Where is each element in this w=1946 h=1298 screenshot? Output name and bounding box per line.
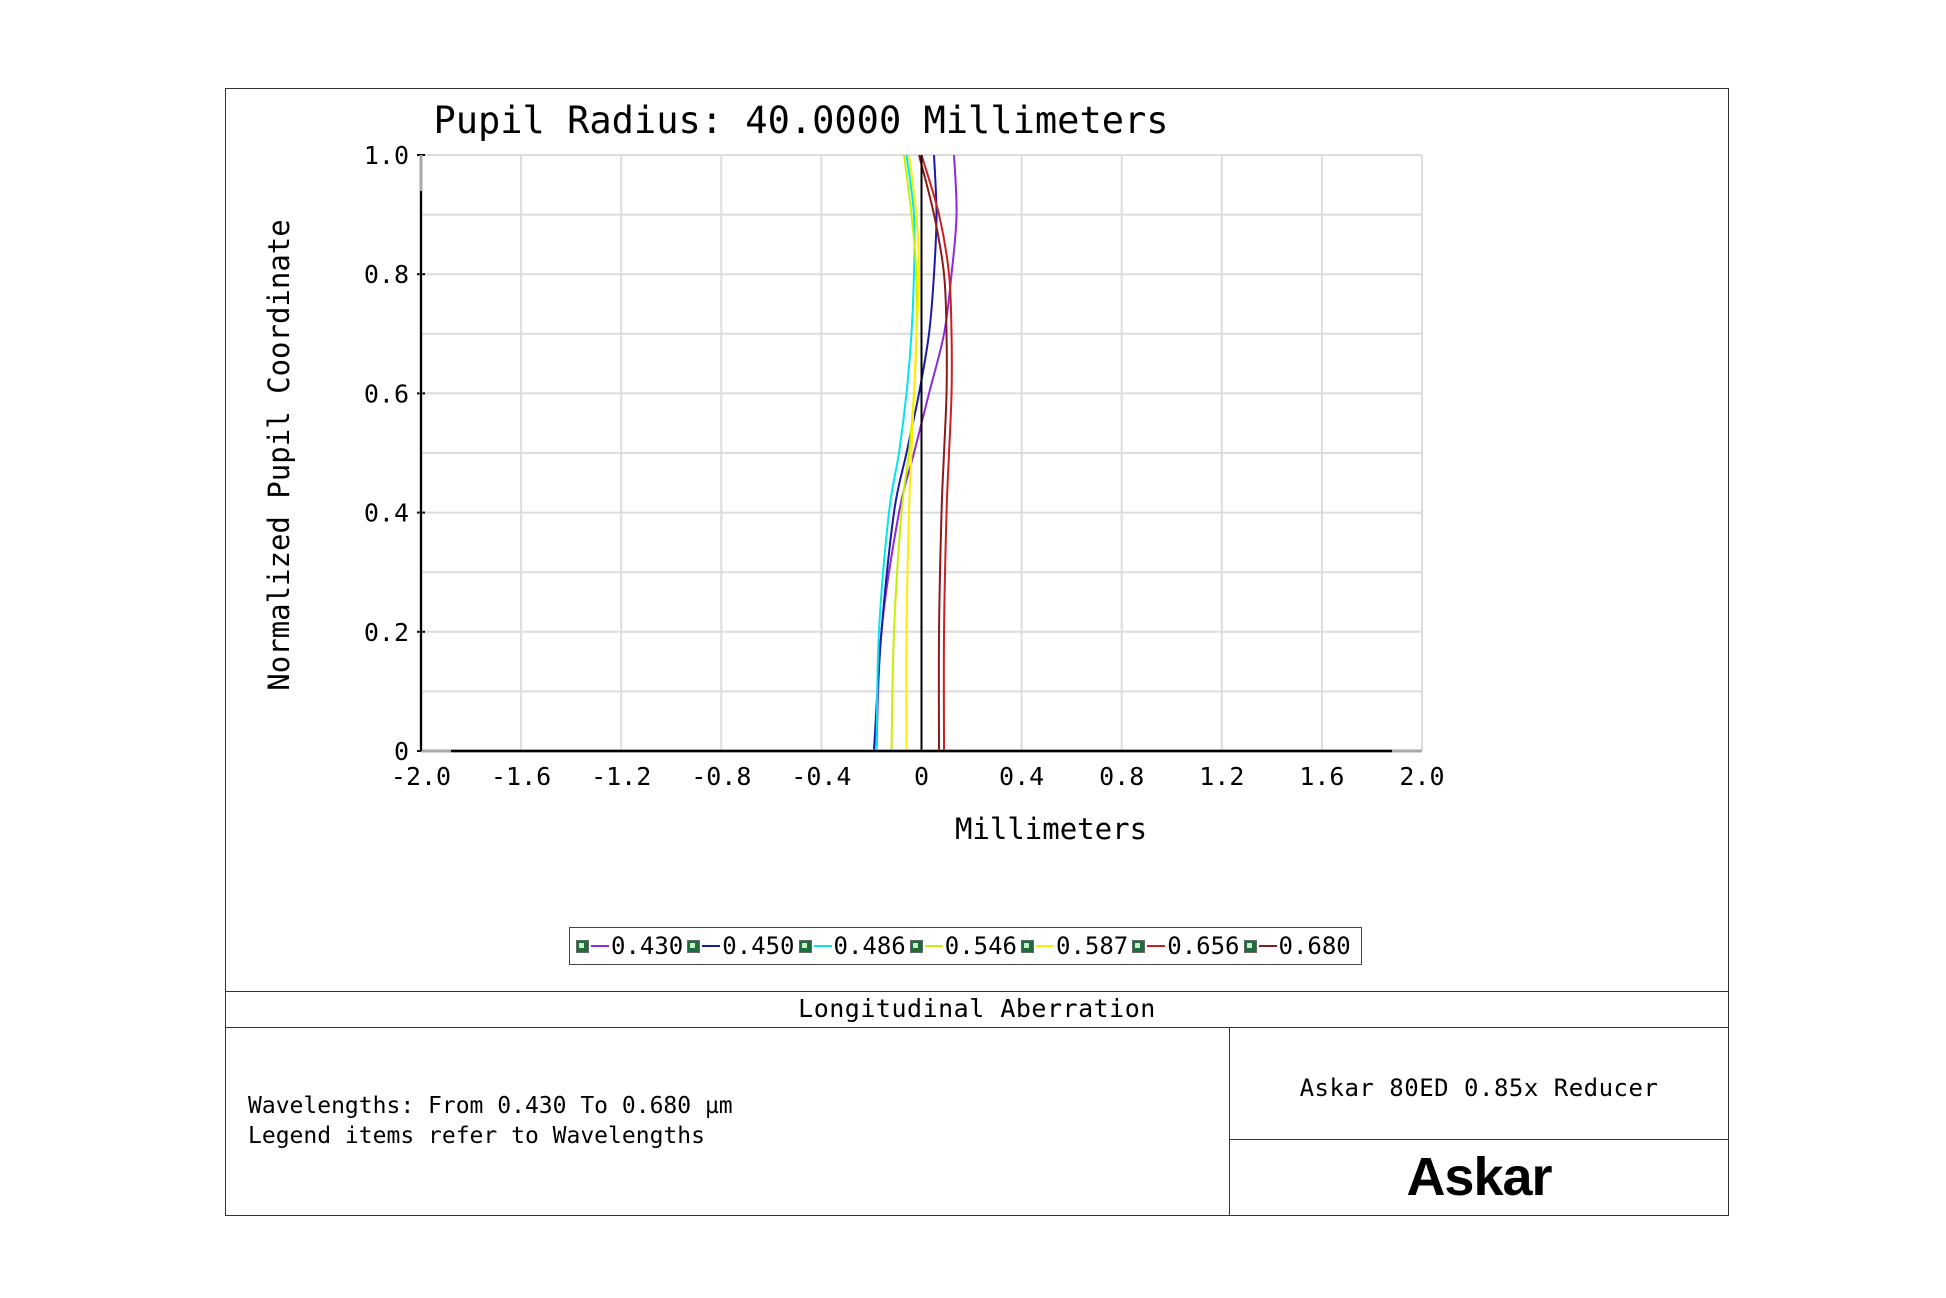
legend-label: 0.656 bbox=[1167, 932, 1240, 960]
askar-logo: Askar bbox=[1406, 1147, 1552, 1207]
x-tick-label: 1.2 bbox=[1199, 762, 1244, 791]
chart-frame: Pupil Radius: 40.0000 Millimeters Normal… bbox=[225, 88, 1729, 1216]
y-tick-label: 0.8 bbox=[364, 260, 409, 289]
series-line-0.680 bbox=[918, 154, 948, 752]
legend-item: 0.656 bbox=[1132, 932, 1240, 960]
x-tick-label: 0 bbox=[914, 762, 929, 791]
legend-label: 0.546 bbox=[944, 932, 1017, 960]
legend-swatch-icon bbox=[798, 939, 812, 953]
x-tick-labels: -2.0 -1.6 -1.2 -0.8 -0.4 0 0.4 0.8 1.2 1.6 2.0 bbox=[391, 762, 1445, 791]
legend-swatch-icon bbox=[1132, 939, 1146, 953]
y-tick-label: 0.6 bbox=[364, 379, 409, 408]
y-tick-label: 0.4 bbox=[364, 499, 409, 528]
plot-area: Pupil Radius: 40.0000 Millimeters Normal… bbox=[262, 99, 1445, 846]
legend-item: 0.486 bbox=[798, 932, 906, 960]
legend-swatch-icon bbox=[909, 939, 923, 953]
series-line-0.587 bbox=[905, 154, 920, 752]
x-tick-label: 0.8 bbox=[1099, 762, 1144, 791]
legend-line-sample bbox=[1147, 945, 1166, 947]
x-tick-label: -1.6 bbox=[491, 762, 551, 791]
chart-title: Pupil Radius: 40.0000 Millimeters bbox=[433, 99, 1168, 142]
x-tick-label: 0.4 bbox=[999, 762, 1044, 791]
legend-item: 0.680 bbox=[1243, 932, 1351, 960]
legend: 0.430 0.450 0.486 0.546 0.587 0.656 0.680 bbox=[569, 927, 1362, 965]
legend-line-sample bbox=[813, 945, 832, 947]
y-tick-label: 1.0 bbox=[364, 141, 409, 170]
axes bbox=[419, 155, 1422, 753]
legend-item: 0.546 bbox=[909, 932, 1017, 960]
legend-line-sample bbox=[702, 945, 721, 947]
legend-swatch-icon bbox=[1021, 939, 1034, 953]
legend-label: 0.587 bbox=[1056, 932, 1129, 960]
x-tick-label: 2.0 bbox=[1399, 762, 1444, 791]
y-tick-label: 0 bbox=[394, 737, 409, 766]
legend-line-sample bbox=[1258, 945, 1277, 947]
title-block: Askar 80ED 0.85x Reducer Askar bbox=[1229, 1028, 1728, 1215]
x-tick-label: -1.2 bbox=[591, 762, 651, 791]
y-tick-label: 0.2 bbox=[364, 618, 409, 647]
x-axis-label: Millimeters bbox=[955, 812, 1147, 846]
wavelength-notes: Wavelengths: From 0.430 To 0.680 µm Lege… bbox=[248, 1093, 733, 1149]
legend-swatch-icon bbox=[576, 939, 589, 953]
legend-line-sample bbox=[924, 945, 943, 947]
legend-item: 0.587 bbox=[1021, 932, 1128, 960]
x-tick-label: -2.0 bbox=[391, 762, 451, 791]
analysis-title: Longitudinal Aberration bbox=[226, 991, 1728, 1028]
legend-label: 0.486 bbox=[833, 932, 906, 960]
legend-item: 0.430 bbox=[576, 932, 683, 960]
series-line-0.450 bbox=[872, 154, 938, 752]
legend-swatch-icon bbox=[687, 939, 701, 953]
legend-line-sample bbox=[1036, 945, 1054, 947]
design-name: Askar 80ED 0.85x Reducer bbox=[1230, 1028, 1728, 1140]
series-lines bbox=[872, 154, 958, 752]
legend-line-sample bbox=[591, 945, 609, 947]
legend-label: 0.450 bbox=[722, 932, 795, 960]
legend-swatch-icon bbox=[1243, 939, 1257, 953]
legend-label: 0.680 bbox=[1278, 932, 1351, 960]
x-tick-label: -0.4 bbox=[791, 762, 851, 791]
x-tick-label: 1.6 bbox=[1299, 762, 1344, 791]
y-tick-labels: 0 0.2 0.4 0.6 0.8 1.0 bbox=[364, 141, 425, 766]
legend-item: 0.450 bbox=[687, 932, 795, 960]
series-line-0.656 bbox=[920, 154, 953, 752]
legend-label: 0.430 bbox=[611, 932, 684, 960]
x-tick-label: -0.8 bbox=[691, 762, 751, 791]
y-axis-label: Normalized Pupil Coordinate bbox=[262, 219, 296, 690]
